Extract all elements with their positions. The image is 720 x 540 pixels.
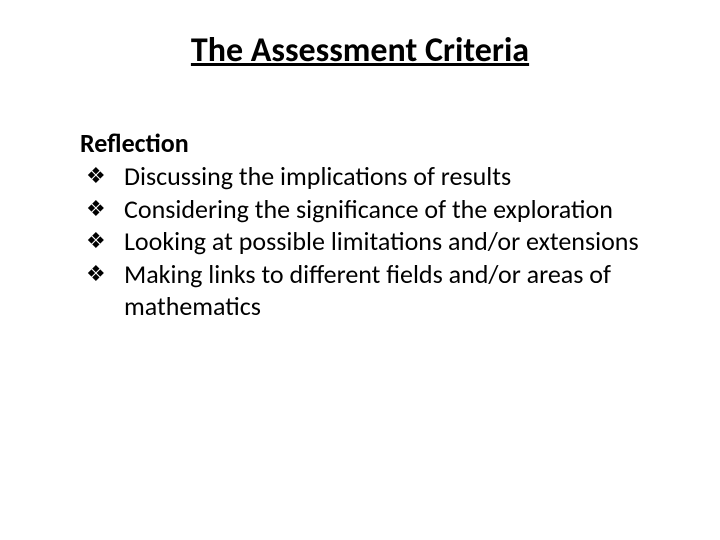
list-item: ❖ Making links to different fields and/o…	[80, 259, 640, 322]
bullet-list: ❖ Discussing the implications of results…	[80, 161, 640, 323]
list-item-text: Considering the significance of the expl…	[124, 193, 613, 225]
page-title: The Assessment Criteria	[80, 30, 640, 71]
diamond-icon: ❖	[86, 261, 106, 288]
list-item-text: Looking at possible limitations and/or e…	[124, 225, 639, 257]
slide-container: The Assessment Criteria Reflection ❖ Dis…	[0, 0, 720, 540]
diamond-icon: ❖	[86, 196, 106, 223]
diamond-icon: ❖	[86, 228, 106, 255]
diamond-icon: ❖	[86, 163, 106, 190]
list-item-text: Discussing the implications of results	[124, 160, 511, 192]
list-item: ❖ Considering the significance of the ex…	[80, 194, 640, 226]
list-item-text: Making links to different fields and/or …	[124, 258, 611, 322]
list-item: ❖ Looking at possible limitations and/or…	[80, 226, 640, 258]
list-item: ❖ Discussing the implications of results	[80, 161, 640, 193]
section-subheading: Reflection	[80, 127, 640, 159]
